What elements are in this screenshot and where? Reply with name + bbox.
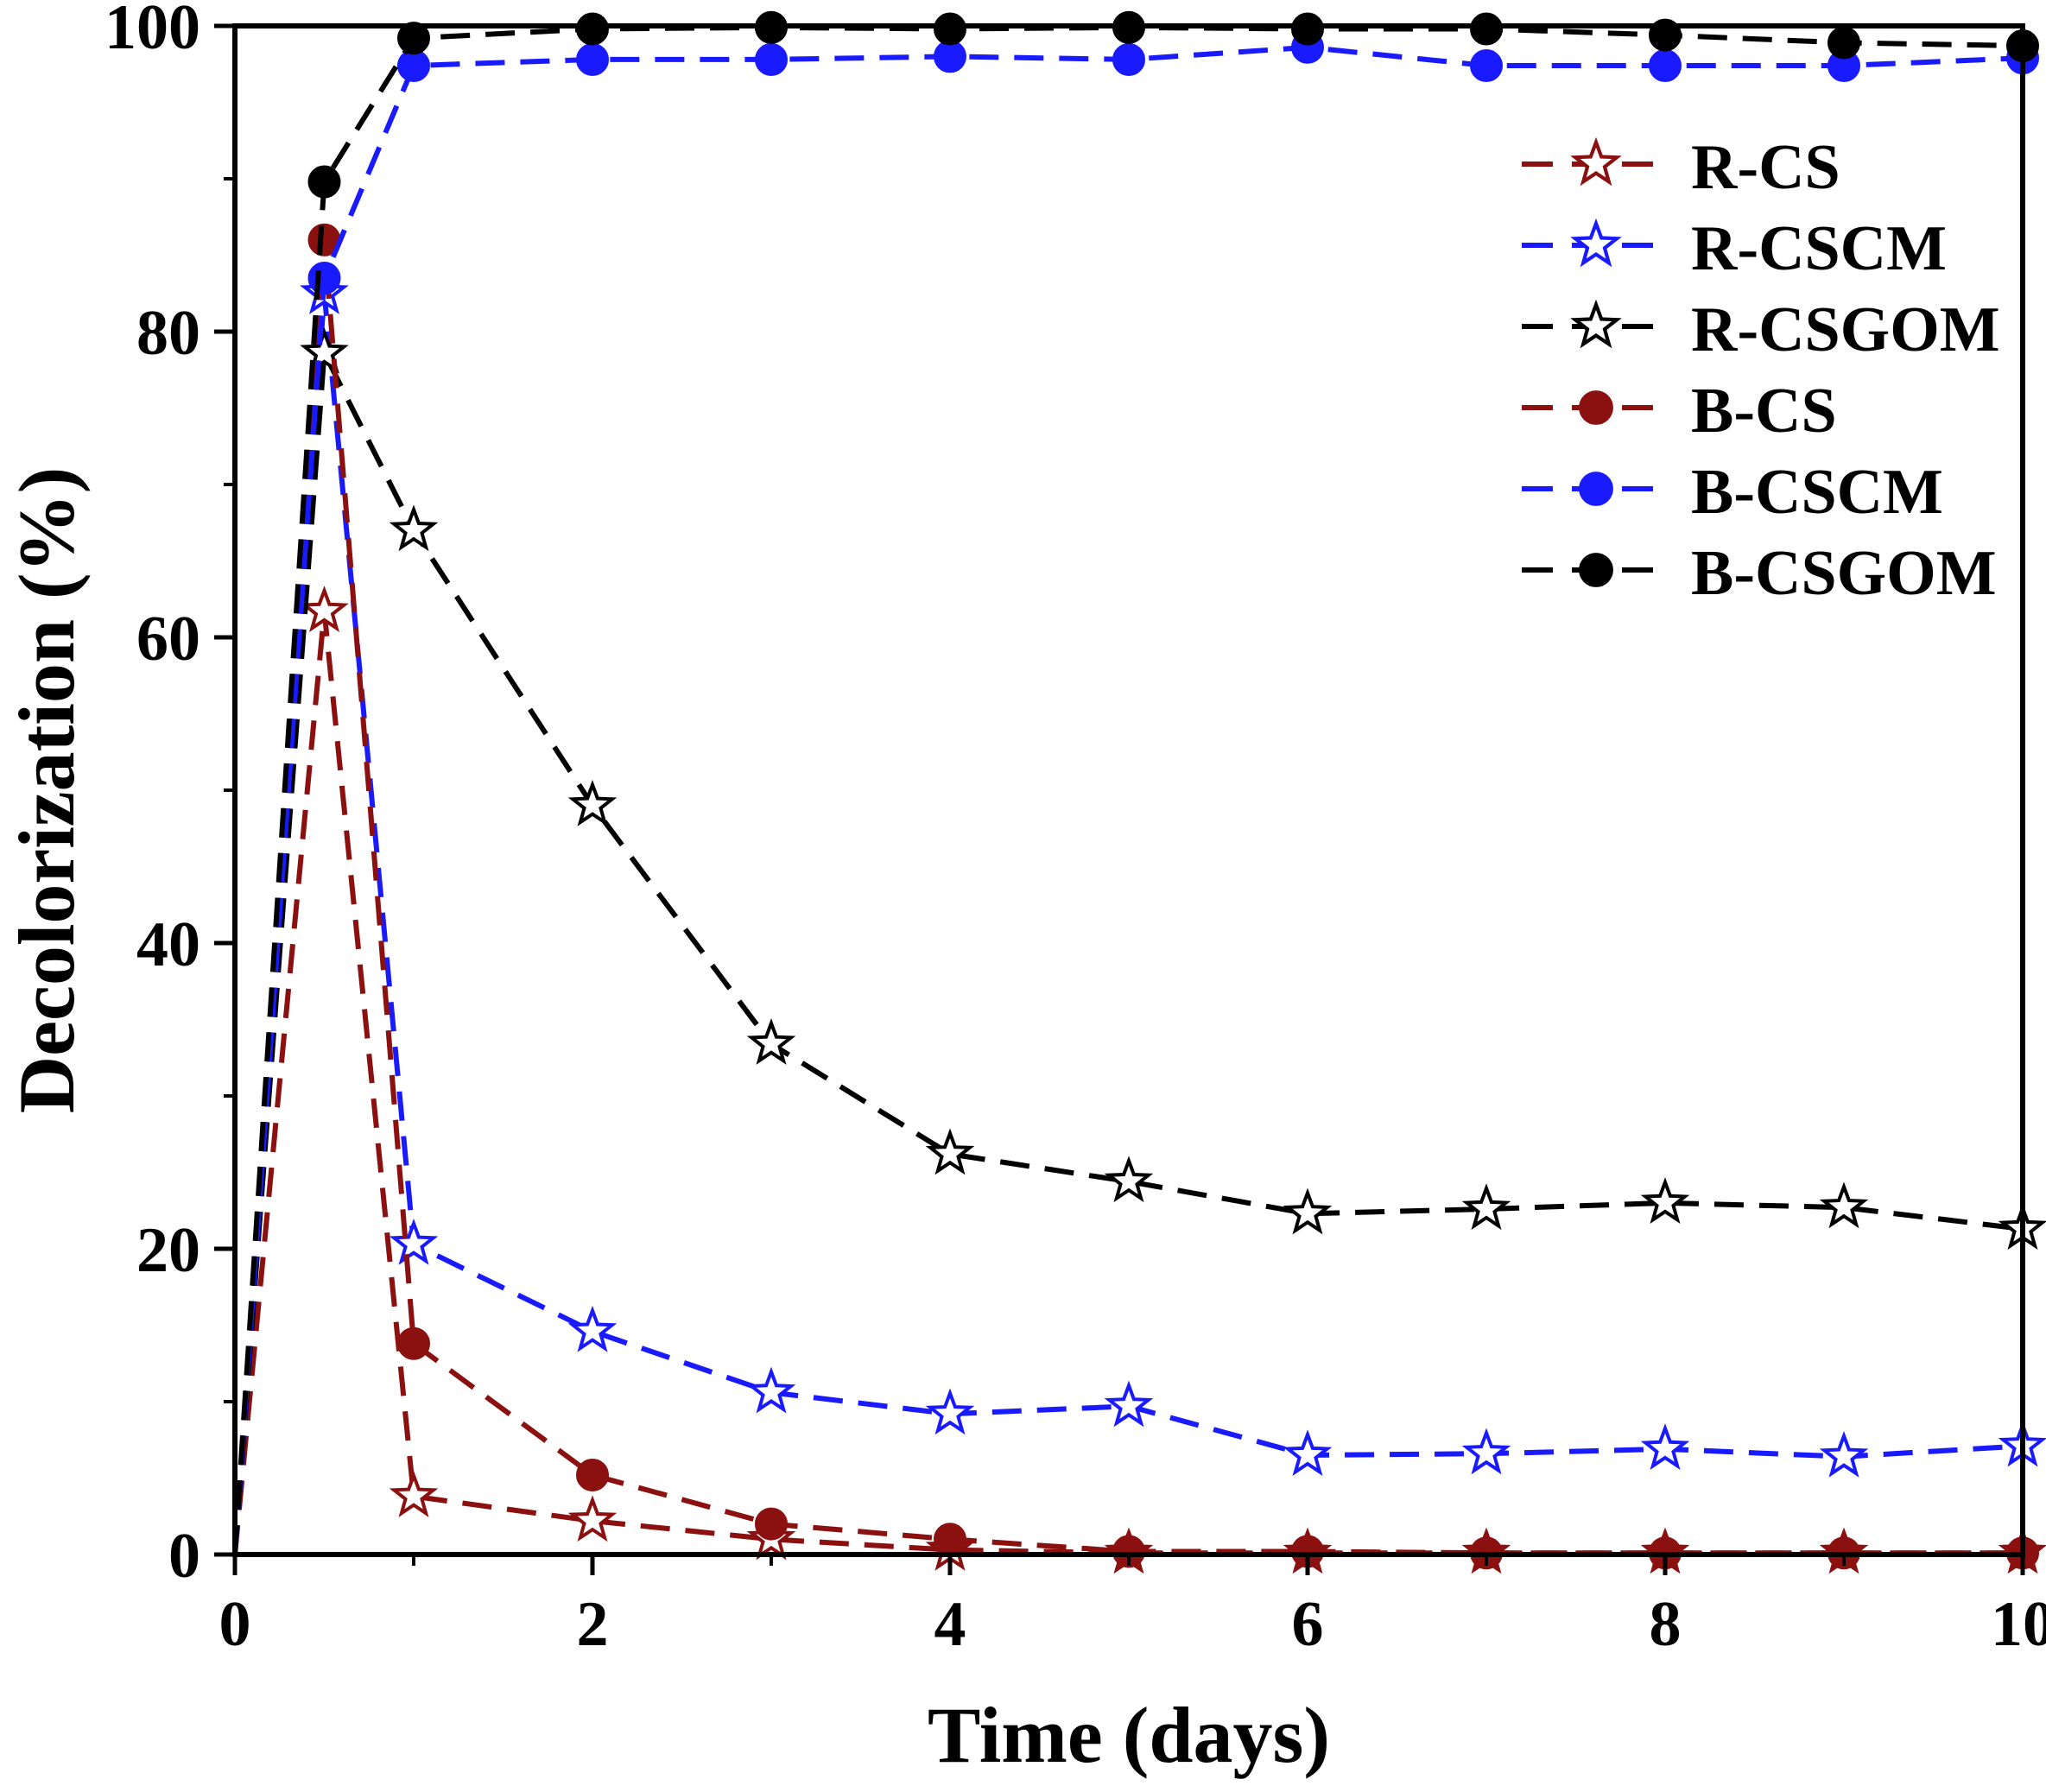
series-r-cscm <box>232 268 2046 1555</box>
data-point-b-cs <box>755 1507 788 1541</box>
legend-marker-r-cs <box>1570 136 1622 187</box>
y-tick-label: 20 <box>136 1215 200 1286</box>
data-point-r-cscm <box>1461 1428 1511 1475</box>
data-point-r-cscm <box>1640 1423 1690 1470</box>
data-point-b-csgom <box>934 12 966 46</box>
data-point-r-cscm <box>1104 1380 1154 1428</box>
data-point-r-cscm <box>389 1218 439 1265</box>
series-line-b-cs <box>232 239 2023 1556</box>
legend-label-r-csgom: R-CSGOM <box>1691 294 2000 365</box>
legend-label-b-cscm: B-CSCM <box>1691 457 1943 528</box>
data-point-b-cscm <box>576 42 609 76</box>
data-point-b-cscm <box>1112 42 1145 76</box>
legend-marker-r-cscm <box>1570 218 1622 268</box>
data-point-b-cscm <box>1470 49 1503 83</box>
y-axis-title: Decolorization (%) <box>3 467 91 1114</box>
data-point-b-csgom <box>397 22 430 55</box>
legend-marker-b-csgom <box>1579 553 1613 587</box>
y-tick-label: 80 <box>136 298 200 369</box>
x-tick-label: 4 <box>934 1589 966 1660</box>
x-axis-title: Time (days) <box>928 1691 1330 1779</box>
y-tick-label: 0 <box>168 1521 200 1592</box>
data-point-r-csgom <box>1104 1156 1154 1203</box>
data-point-r-cs <box>300 586 349 632</box>
data-point-r-cscm <box>1819 1430 1869 1478</box>
x-tick-label: 0 <box>219 1589 251 1660</box>
data-point-b-cs <box>576 1458 609 1491</box>
data-point-r-cscm <box>746 1366 796 1414</box>
data-point-b-csgom <box>1470 12 1503 46</box>
legend-item-r-cscm: R-CSCM <box>1522 213 1947 284</box>
legend-label-r-cscm: R-CSCM <box>1691 213 1947 284</box>
data-point-b-cs <box>1112 1535 1145 1568</box>
y-tick-label: 60 <box>136 604 200 674</box>
y-tick-label: 100 <box>105 0 200 63</box>
x-tick-label: 10 <box>1991 1589 2046 1660</box>
legend-item-r-csgom: R-CSGOM <box>1522 294 2000 365</box>
legend-marker-b-cs <box>1579 390 1613 425</box>
data-point-r-csgom <box>1283 1187 1333 1235</box>
series-r-csgom <box>232 327 2046 1555</box>
legend-label-b-csgom: B-CSGOM <box>1691 538 1997 609</box>
data-point-b-csgom <box>307 165 341 199</box>
data-point-r-csgom <box>300 327 349 374</box>
data-point-r-cs <box>389 1470 439 1517</box>
legend-item-b-cs: B-CS <box>1522 376 1837 446</box>
data-point-b-cscm <box>397 49 430 83</box>
legend-item-r-cs: R-CS <box>1522 132 1840 203</box>
data-point-r-csgom <box>567 779 618 826</box>
data-point-r-csgom <box>1819 1181 1869 1229</box>
data-point-b-cs <box>934 1523 966 1556</box>
series-line-r-cscm <box>232 293 2024 1555</box>
series-line-b-cscm <box>232 44 2024 1555</box>
x-tick-label: 2 <box>577 1589 609 1660</box>
data-point-b-cscm <box>755 42 788 76</box>
data-point-r-cscm <box>567 1305 618 1352</box>
data-point-b-cscm <box>307 262 341 295</box>
data-point-r-csgom <box>389 504 439 552</box>
legend-item-b-cscm: B-CSCM <box>1522 457 1943 528</box>
legend: R-CS R-CSCM R-CSGOM B-CS B-CSCM B-CSGOM <box>1522 132 2000 609</box>
data-point-r-csgom <box>1461 1183 1511 1231</box>
data-point-r-csgom <box>746 1018 796 1065</box>
legend-marker-b-cscm <box>1579 472 1613 506</box>
data-point-b-cscm <box>1649 49 1682 83</box>
x-tick-label: 8 <box>1650 1589 1682 1660</box>
legend-label-b-cs: B-CS <box>1691 376 1837 446</box>
data-point-r-cs <box>567 1495 618 1542</box>
data-point-b-csgom <box>576 12 609 46</box>
data-point-b-cscm <box>934 40 966 73</box>
y-tick-label: 40 <box>136 909 200 980</box>
data-point-b-csgom <box>1827 26 1860 60</box>
legend-marker-r-csgom <box>1570 299 1622 349</box>
legend-label-r-cs: R-CS <box>1691 132 1840 203</box>
data-point-r-csgom <box>1640 1177 1690 1224</box>
data-point-r-cscm <box>1283 1429 1333 1477</box>
data-point-b-csgom <box>1291 12 1324 46</box>
x-tick-label: 6 <box>1292 1589 1324 1660</box>
series-line-r-csgom <box>232 343 2024 1555</box>
legend-item-b-csgom: B-CSGOM <box>1522 538 1997 609</box>
data-point-b-cs <box>397 1327 430 1360</box>
data-point-r-cscm <box>925 1388 975 1435</box>
data-point-r-csgom <box>925 1128 975 1175</box>
